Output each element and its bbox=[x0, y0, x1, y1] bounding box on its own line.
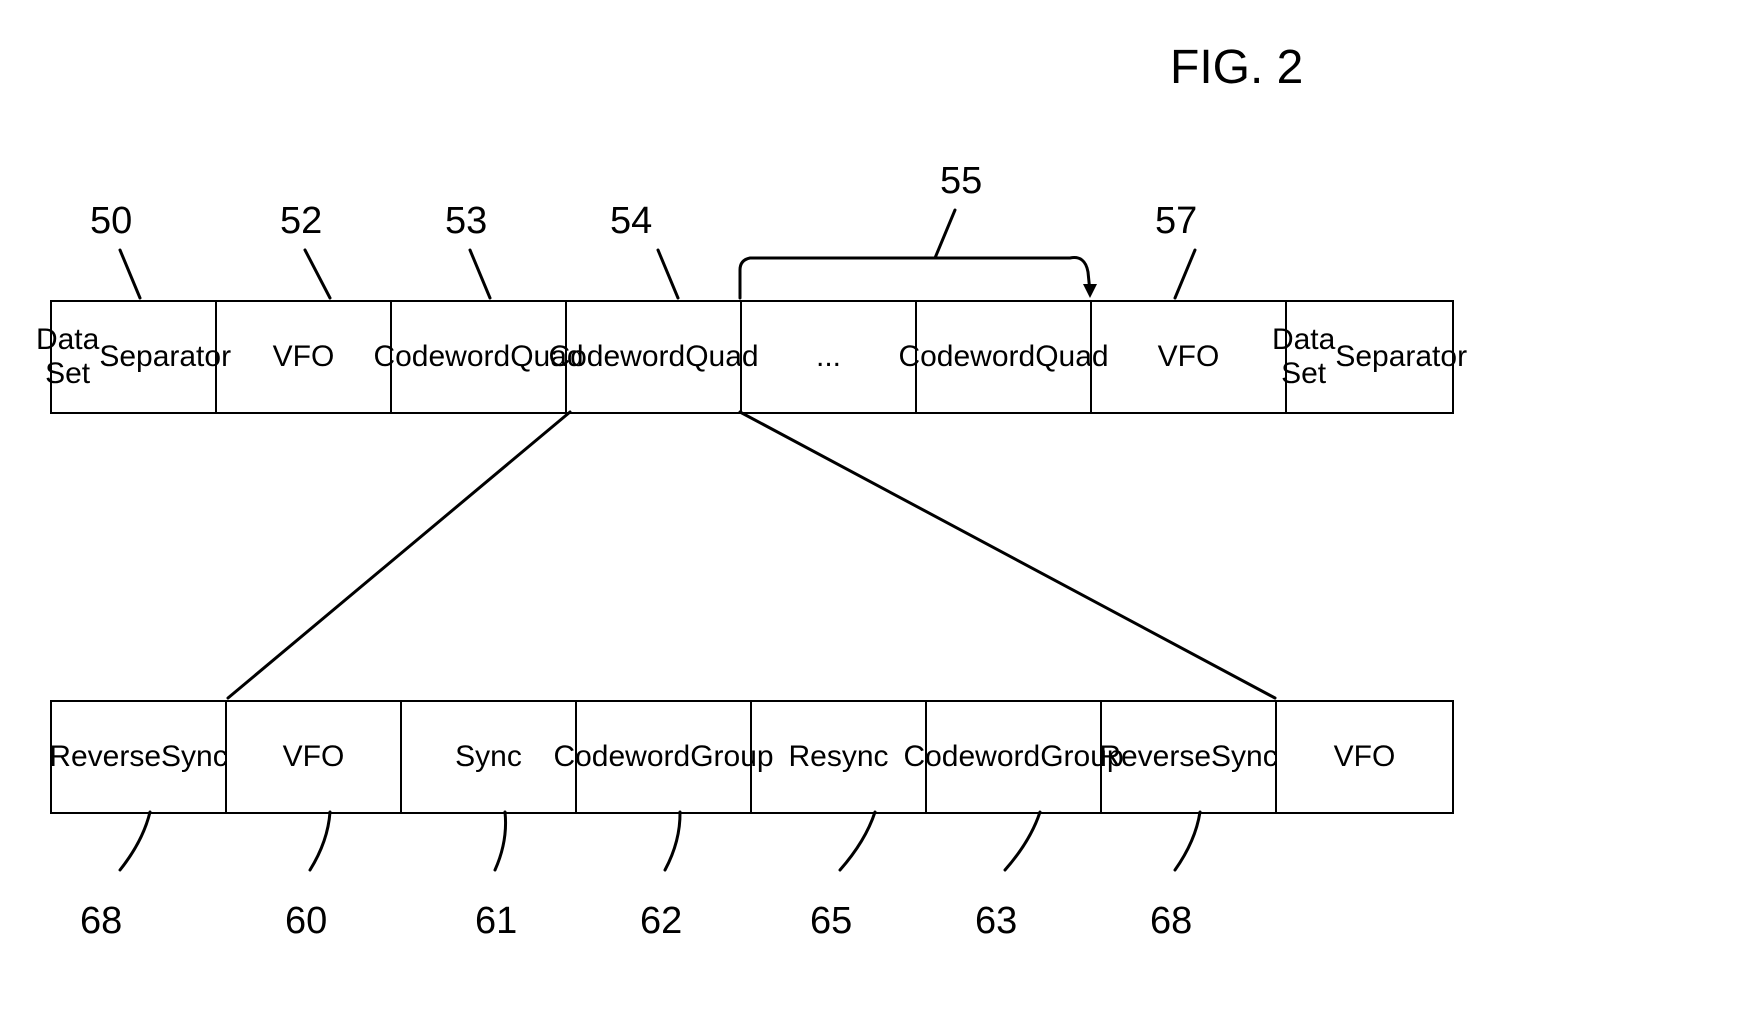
bottom-cell-sync: Sync bbox=[402, 702, 577, 812]
top-cell-codeword-quad-2-label: Codeword bbox=[548, 340, 685, 375]
top-cell-vfo-2-label: VFO bbox=[1158, 340, 1220, 375]
bottom-cell-vfo-2-label: VFO bbox=[1334, 740, 1396, 775]
ref-label-52: 52 bbox=[280, 200, 322, 243]
bottom-cell-vfo-1: VFO bbox=[227, 702, 402, 812]
top-cell-codeword-quad-n: CodewordQuad bbox=[917, 302, 1092, 412]
ref-label-bottom-6-68: 68 bbox=[1150, 900, 1192, 943]
top-cell-vfo-1: VFO bbox=[217, 302, 392, 412]
top-cell-ellipsis: ... bbox=[742, 302, 917, 412]
ref-label-bottom-4-65: 65 bbox=[810, 900, 852, 943]
top-cell-codeword-quad-1: CodewordQuad bbox=[392, 302, 567, 412]
ref-label-50: 50 bbox=[90, 200, 132, 243]
bottom-cell-sync-label: Sync bbox=[455, 740, 522, 775]
bottom-cell-codeword-group-2-label: Codeword bbox=[903, 740, 1040, 775]
ref-label-bottom-0-68: 68 bbox=[80, 900, 122, 943]
bottom-cell-resync: Resync bbox=[752, 702, 927, 812]
top-cell-ellipsis-label: ... bbox=[816, 340, 841, 375]
ref-label-bottom-2-61: 61 bbox=[475, 900, 517, 943]
bottom-cell-reverse-sync-2-label: Sync bbox=[1211, 740, 1278, 775]
ref-label-55: 55 bbox=[940, 160, 982, 203]
top-cell-data-set-separator-2: Data SetSeparator bbox=[1287, 302, 1452, 412]
bottom-cell-codeword-group-1-label: Codeword bbox=[553, 740, 690, 775]
bottom-cell-codeword-group-1: CodewordGroup bbox=[577, 702, 752, 812]
bottom-cell-reverse-sync-2-label: Reverse bbox=[1099, 740, 1211, 775]
ref-label-54: 54 bbox=[610, 200, 652, 243]
top-cell-codeword-quad-n-label: Codeword bbox=[898, 340, 1035, 375]
bottom-cell-codeword-group-2: CodewordGroup bbox=[927, 702, 1102, 812]
figure-canvas: FIG. 2 Data SetSeparatorVFOCodewordQuadC… bbox=[0, 0, 1749, 1036]
bottom-cell-vfo-1-label: VFO bbox=[283, 740, 345, 775]
bottom-cell-reverse-sync-2: ReverseSync bbox=[1102, 702, 1277, 812]
bottom-row: ReverseSyncVFOSyncCodewordGroupResyncCod… bbox=[50, 700, 1454, 814]
bottom-cell-reverse-sync-1-label: Reverse bbox=[49, 740, 161, 775]
bottom-cell-reverse-sync-1-label: Sync bbox=[161, 740, 228, 775]
top-cell-vfo-2: VFO bbox=[1092, 302, 1287, 412]
top-cell-vfo-1-label: VFO bbox=[273, 340, 335, 375]
figure-title: FIG. 2 bbox=[1170, 40, 1303, 95]
ref-label-bottom-3-62: 62 bbox=[640, 900, 682, 943]
ref-label-53: 53 bbox=[445, 200, 487, 243]
bottom-cell-reverse-sync-1: ReverseSync bbox=[52, 702, 227, 812]
bottom-cell-vfo-2: VFO bbox=[1277, 702, 1452, 812]
top-cell-data-set-separator-2-label: Data Set bbox=[1272, 323, 1335, 392]
ref-label-57: 57 bbox=[1155, 200, 1197, 243]
top-cell-data-set-separator-1: Data SetSeparator bbox=[52, 302, 217, 412]
top-cell-codeword-quad-2: CodewordQuad bbox=[567, 302, 742, 412]
top-cell-data-set-separator-2-label: Separator bbox=[1335, 340, 1467, 375]
overlay-svg bbox=[0, 0, 1749, 1036]
top-cell-codeword-quad-1-label: Codeword bbox=[373, 340, 510, 375]
top-cell-data-set-separator-1-label: Separator bbox=[99, 340, 231, 375]
ref-label-bottom-5-63: 63 bbox=[975, 900, 1017, 943]
top-row: Data SetSeparatorVFOCodewordQuadCodeword… bbox=[50, 300, 1454, 414]
top-cell-data-set-separator-1-label: Data Set bbox=[36, 323, 99, 392]
bottom-cell-resync-label: Resync bbox=[788, 740, 888, 775]
ref-label-bottom-1-60: 60 bbox=[285, 900, 327, 943]
